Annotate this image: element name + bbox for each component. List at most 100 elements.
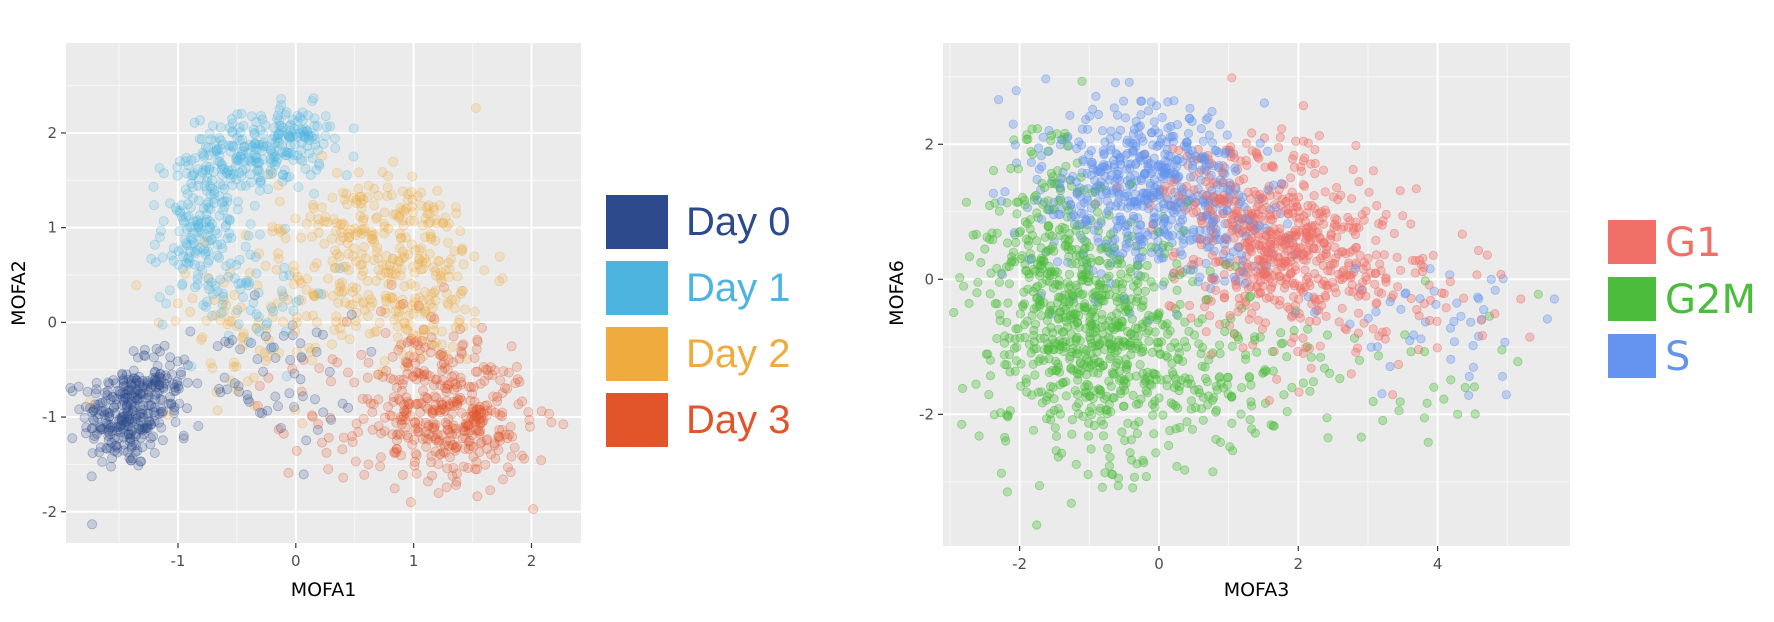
data-point-day-2 [455,226,466,237]
data-point-g2m [985,289,995,299]
data-point-day-3 [442,364,453,375]
data-point-g2m [976,257,986,268]
data-point-day-2 [399,317,410,328]
data-point-g2m [1423,437,1433,447]
data-point-day-2 [388,156,399,167]
data-point-day-1 [272,153,283,164]
data-point-day-3 [506,341,517,352]
data-point-g2m [1289,325,1299,336]
data-point-s [993,95,1004,105]
data-point-g1 [1371,299,1381,309]
data-point-day-3 [478,415,489,426]
data-point-day-0 [175,367,186,378]
data-point-day-2 [353,167,364,178]
data-point-g2m [1136,394,1146,404]
data-point-day-1 [245,249,256,260]
data-point-day-2 [460,304,471,315]
data-point-day-0 [343,402,354,413]
data-point-day-2 [400,361,411,372]
data-point-s [1124,77,1134,87]
data-point-g1 [1348,164,1358,175]
data-point-g2m [1394,406,1404,416]
data-point-g2m [972,288,982,298]
data-point-g2m [1198,342,1208,353]
data-point-g2m [1099,296,1109,306]
data-point-g1 [1259,254,1269,264]
x-tick-label: 0 [291,552,301,570]
data-point-day-3 [291,445,302,456]
data-point-s [1416,334,1426,344]
data-point-day-1 [220,222,231,233]
data-point-g2m [1229,328,1239,338]
data-point-day-1 [329,133,340,144]
y-tick-label: 0 [47,313,57,331]
data-point-day-3 [477,322,488,333]
data-point-g2m [1184,326,1194,336]
data-point-g2m [1223,372,1233,382]
data-point-g2m [984,200,995,211]
data-point-day-1 [320,111,331,122]
data-point-g2m [1246,397,1256,407]
data-point-day-3 [447,439,458,450]
data-point-day-2 [277,224,288,235]
data-point-day-0 [139,344,150,355]
data-point-s [1081,114,1091,125]
data-point-day-0 [182,377,193,388]
data-point-day-2 [382,182,393,193]
data-point-g2m [1089,420,1099,431]
data-point-day-2 [358,241,369,252]
data-point-g2m [1205,266,1215,276]
data-point-s [1218,206,1228,216]
data-point-day-1 [203,257,214,268]
data-point-day-1 [224,214,235,225]
data-point-day-0 [82,386,93,397]
data-point-day-0 [170,417,181,428]
data-point-g2m [1093,341,1103,351]
data-point-g2m [1246,380,1256,390]
data-point-day-3 [427,431,438,442]
data-point-day-2 [406,201,417,212]
data-point-day-0 [262,405,273,416]
data-point-day-2 [357,259,368,270]
data-point-day-0 [105,422,116,433]
data-point-day-0 [145,439,156,450]
data-point-g2m [1043,344,1053,354]
data-point-g1 [1246,247,1257,257]
data-point-s [1377,389,1387,399]
data-point-g2m [957,383,968,393]
data-point-day-3 [426,311,437,322]
data-point-day-1 [314,160,325,171]
data-point-day-0 [289,401,300,412]
data-point-g2m [1079,344,1089,354]
data-point-day-0 [116,414,127,425]
data-point-g2m [989,410,999,420]
data-point-day-2 [297,418,308,429]
data-point-s [1350,263,1360,273]
data-point-g1 [1294,308,1304,319]
data-point-day-2 [180,268,191,279]
data-point-day-1 [253,311,264,322]
data-point-day-2 [418,324,429,335]
data-point-day-3 [384,410,395,421]
data-point-day-1 [194,234,205,245]
data-point-day-0 [168,386,179,397]
data-point-day-1 [300,124,311,135]
data-point-s [1549,294,1560,304]
data-point-g1 [1268,249,1279,259]
data-point-day-1 [148,181,159,192]
data-point-s [1207,106,1217,117]
data-point-day-3 [470,366,481,377]
data-point-day-2 [350,320,361,331]
data-point-s [1159,225,1169,235]
data-point-day-0 [90,399,101,410]
data-point-day-2 [416,200,427,211]
data-point-g2m [1033,260,1043,270]
data-point-g1 [1275,132,1285,142]
data-point-day-0 [112,447,123,458]
data-point-day-1 [225,173,236,184]
data-point-g2m [1043,245,1054,255]
data-point-day-2 [197,332,208,343]
data-point-day-1 [272,137,283,148]
data-point-day-2 [383,267,394,278]
data-point-day-1 [297,107,308,118]
